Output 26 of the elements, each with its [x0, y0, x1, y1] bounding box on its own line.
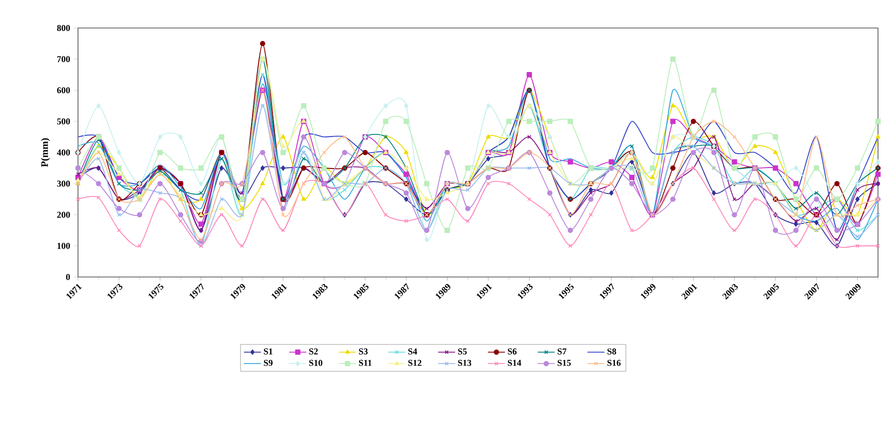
y-tick-label: 600 [57, 87, 70, 94]
y-tick-label: 200 [57, 212, 70, 218]
y-tick-label: 100 [58, 242, 70, 249]
legend-label: S8 [607, 348, 616, 354]
legend-label: S1 [264, 348, 272, 354]
legend-label: S3 [358, 348, 368, 354]
y-tick-label: 400 [56, 149, 70, 156]
y-tick-label: 800 [57, 24, 70, 32]
legend-label: S6 [508, 348, 517, 354]
legend-label: S15 [558, 360, 571, 366]
legend-label: S14 [508, 360, 522, 366]
legend-label: S16 [607, 360, 621, 366]
y-tick-label: 700 [57, 56, 70, 62]
y-axis-title: P(mm) [40, 138, 50, 167]
y-tick-label: 500 [57, 118, 70, 124]
legend-label: S12 [408, 360, 422, 366]
legend-label: S9 [264, 360, 273, 366]
legend-label: S13 [458, 360, 472, 366]
legend-label: S11 [358, 360, 372, 366]
legend-label: S4 [408, 348, 418, 354]
legend-label: S5 [458, 348, 467, 354]
legend-label: S7 [558, 348, 566, 354]
y-tick-label: 0 [66, 274, 70, 280]
legend-label: S2 [309, 348, 318, 354]
legend-label: S10 [309, 360, 322, 366]
y-tick-label: 300 [57, 180, 70, 187]
